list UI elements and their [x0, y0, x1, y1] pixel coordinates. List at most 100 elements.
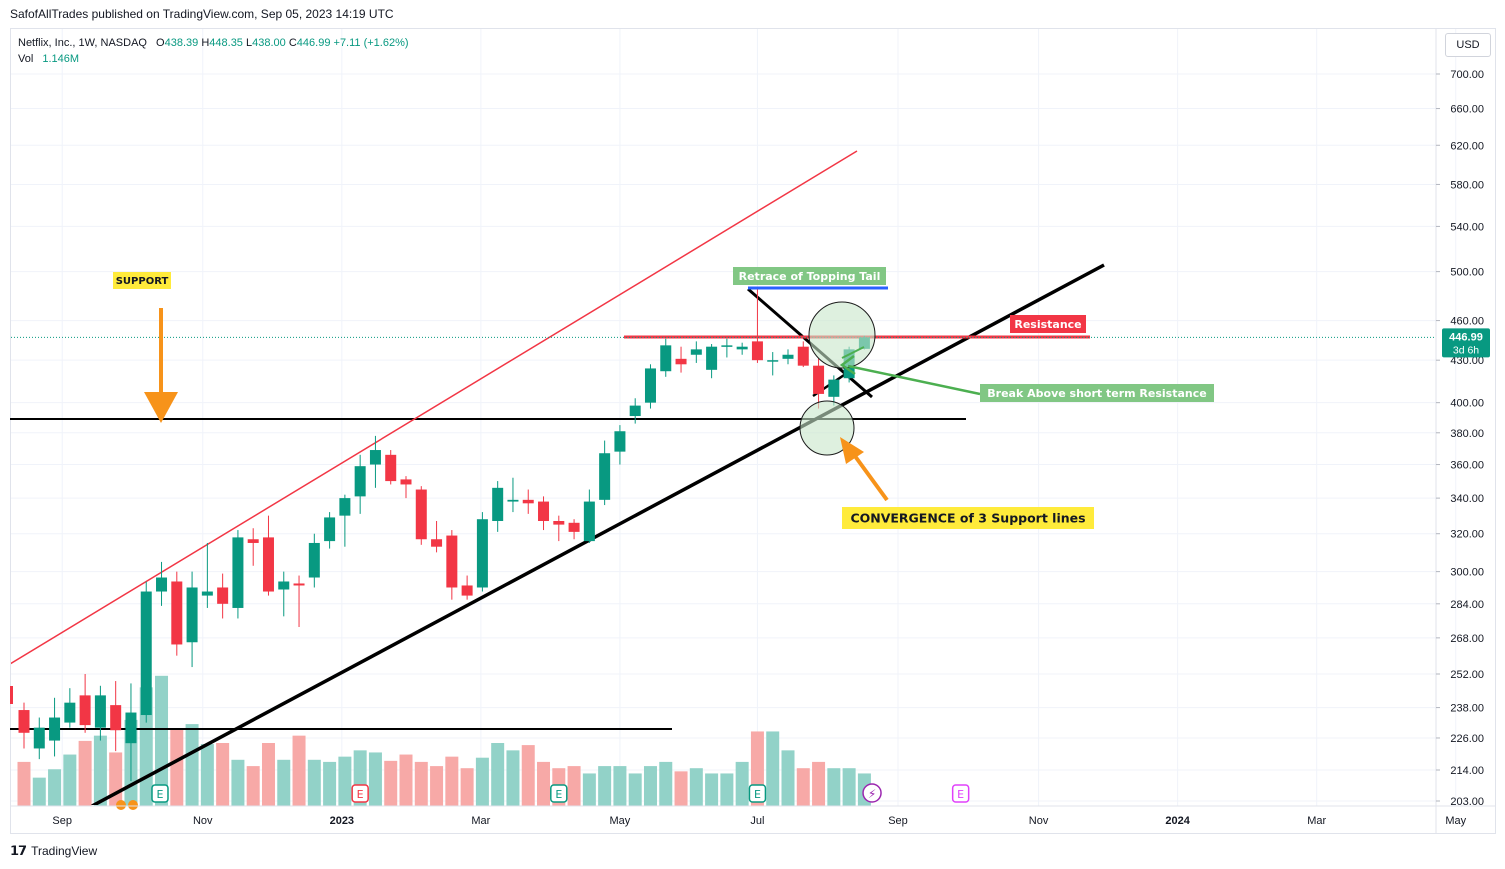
volume-bar: [842, 768, 856, 806]
break-arrow-line: [847, 364, 981, 396]
candle-body: [262, 537, 274, 592]
channel-top-line: [11, 150, 858, 665]
candle-body: [476, 519, 488, 588]
earnings-label: E: [957, 788, 964, 801]
candle-body: [49, 717, 61, 741]
candle-body: [492, 487, 504, 522]
legend-low-label: L: [246, 37, 253, 49]
candle-body: [33, 727, 45, 749]
split-icon: ⚡: [868, 787, 876, 801]
break-arrow-head: [839, 355, 856, 376]
candle-body: [461, 585, 473, 596]
candle-body: [232, 537, 244, 608]
x-tick-label: Mar: [1307, 815, 1326, 827]
candle-body: [293, 583, 305, 586]
candle-body: [813, 365, 825, 394]
y-tick-label: 620.00: [1450, 140, 1484, 152]
convergence-arrow-head: [840, 437, 864, 464]
y-tick-label: 226.00: [1450, 733, 1484, 745]
volume-bar: [705, 773, 719, 806]
candle-body: [247, 539, 259, 543]
earnings-label: E: [157, 788, 164, 801]
volume-bar: [32, 777, 46, 806]
y-tick-label: 580.00: [1450, 179, 1484, 191]
volume-bar: [689, 768, 703, 806]
candle-body: [324, 517, 336, 542]
publisher-line: SafofAllTrades published on TradingView.…: [10, 7, 394, 21]
y-tick-label: 400.00: [1450, 398, 1484, 410]
footer-brand: 𝟭𝟳 TradingView: [10, 843, 97, 859]
legend-close: 446.99: [296, 37, 331, 49]
convergence-label-bg: [842, 507, 1094, 529]
candle-body: [629, 405, 641, 417]
resistance-label-bg: [1010, 315, 1086, 333]
earnings-marker: [550, 784, 568, 803]
volume-bar: [537, 761, 551, 806]
candle-body: [339, 498, 351, 516]
currency-button[interactable]: USD: [1445, 33, 1491, 57]
x-tick-label: Jul: [750, 815, 764, 827]
x-tick-label: Nov: [193, 815, 213, 827]
candle-body: [614, 431, 626, 452]
volume-bar: [567, 766, 581, 806]
volume-bar: [399, 754, 413, 806]
tradingview-logo-icon: 𝟭𝟳: [10, 843, 27, 858]
legend-symbol[interactable]: Netflix, Inc., 1W, NASDAQ: [18, 37, 147, 49]
volume-bar: [93, 735, 107, 806]
support-label-bg: [113, 272, 171, 289]
candle-body: [156, 577, 168, 592]
volume-bar: [384, 760, 398, 806]
candle-body: [690, 349, 702, 355]
volume-bar: [338, 756, 352, 806]
volume-bar: [735, 761, 749, 806]
candle-body: [446, 535, 458, 588]
volume-bar: [521, 745, 535, 806]
y-tick-label: 460.00: [1450, 316, 1484, 328]
candle-body: [736, 346, 748, 350]
volume-bar: [781, 750, 795, 806]
earnings-label: E: [754, 788, 761, 801]
candle-body: [660, 345, 672, 372]
legend-high: 448.35: [209, 37, 243, 49]
candle-body: [171, 581, 183, 645]
x-tick-label: 2023: [330, 815, 354, 827]
x-tick-label: Sep: [52, 815, 72, 827]
legend-high-label: H: [201, 37, 210, 49]
y-tick-label: 214.00: [1450, 765, 1484, 777]
candle-body: [522, 499, 534, 504]
volume-bar: [460, 768, 474, 806]
symbol-legend: Netflix, Inc., 1W, NASDAQ O438.39 H448.3…: [18, 35, 409, 67]
candle-body: [538, 501, 550, 522]
candle-body: [140, 591, 152, 716]
volume-bar: [63, 754, 77, 806]
candle-body: [507, 499, 519, 502]
candle-body: [217, 587, 229, 604]
convergence-arrow-line: [850, 450, 889, 502]
legend-open: 438.39: [164, 37, 199, 49]
candle-body: [278, 581, 290, 590]
topping-tail-label: Retrace of Topping Tail: [739, 270, 881, 283]
x-tick-label: Sep: [888, 815, 908, 827]
y-tick-label: 203.00: [1450, 796, 1484, 808]
volume-bar: [491, 743, 505, 806]
y-tick-label: 284.00: [1450, 599, 1484, 611]
support-label: SUPPORT: [116, 276, 169, 287]
volume-bar: [582, 773, 596, 806]
candle-body: [797, 346, 809, 366]
volume-bar: [261, 743, 275, 806]
candle-body: [186, 587, 198, 643]
break-label: Break Above short term Resistance: [987, 387, 1206, 400]
volume-bar: [155, 675, 169, 806]
volume-bar: [430, 766, 444, 806]
candle-body: [18, 710, 30, 733]
volume-bar: [185, 724, 199, 806]
legend-close-label: C: [288, 37, 297, 49]
candle-body: [79, 695, 91, 726]
volume-bar: [506, 750, 520, 806]
candle-body: [110, 705, 122, 731]
y-tick-label: 238.00: [1450, 703, 1484, 715]
split-marker: [862, 783, 882, 803]
legend-volume-label: Vol: [18, 53, 34, 65]
candle-body: [583, 501, 595, 542]
